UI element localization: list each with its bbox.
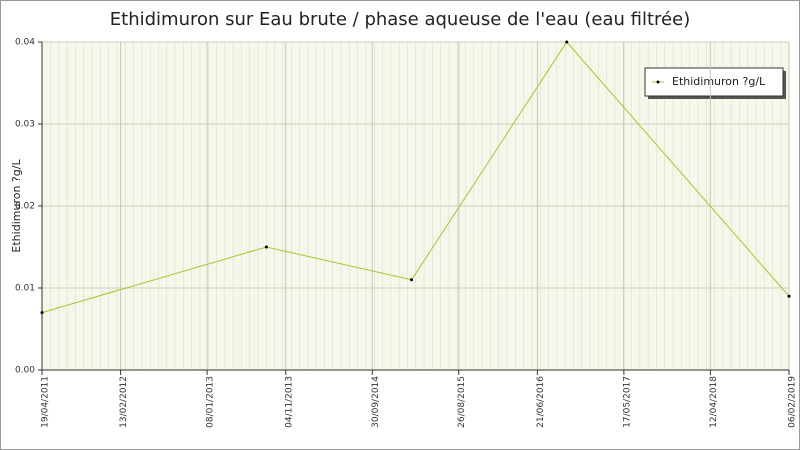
x-tick-label: 30/09/2014 (371, 376, 381, 428)
legend-marker (656, 80, 660, 84)
legend-label: Ethidimuron ?g/L (672, 75, 766, 88)
data-point (787, 294, 791, 298)
y-tick-label: 0.02 (15, 202, 35, 212)
data-point (410, 278, 414, 282)
x-tick-label: 08/01/2013 (206, 376, 216, 428)
y-axis-title: Ethidimuron ?g/L (10, 159, 23, 253)
x-tick-label: 06/02/2019 (788, 376, 798, 428)
x-tick-label: 17/05/2017 (622, 376, 632, 428)
y-tick-label: 0.04 (15, 38, 35, 48)
x-tick-label: 04/11/2013 (284, 376, 294, 428)
data-point (40, 311, 44, 315)
y-tick-label: 0.03 (15, 120, 35, 130)
legend: Ethidimuron ?g/L (644, 67, 786, 99)
x-tick-label: 12/04/2018 (709, 376, 719, 428)
y-tick-label: 0.01 (15, 284, 35, 294)
y-tick-label: 0.00 (15, 366, 35, 376)
x-tick-label: 13/02/2012 (119, 376, 129, 428)
x-tick-label: 21/06/2016 (536, 376, 546, 428)
x-tick-label: 26/08/2015 (457, 376, 467, 428)
data-point (565, 40, 569, 44)
data-point (264, 245, 268, 249)
legend-box (644, 67, 784, 97)
chart-title: Ethidimuron sur Eau brute / phase aqueus… (110, 9, 690, 30)
x-tick-label: 19/04/2011 (41, 376, 51, 428)
